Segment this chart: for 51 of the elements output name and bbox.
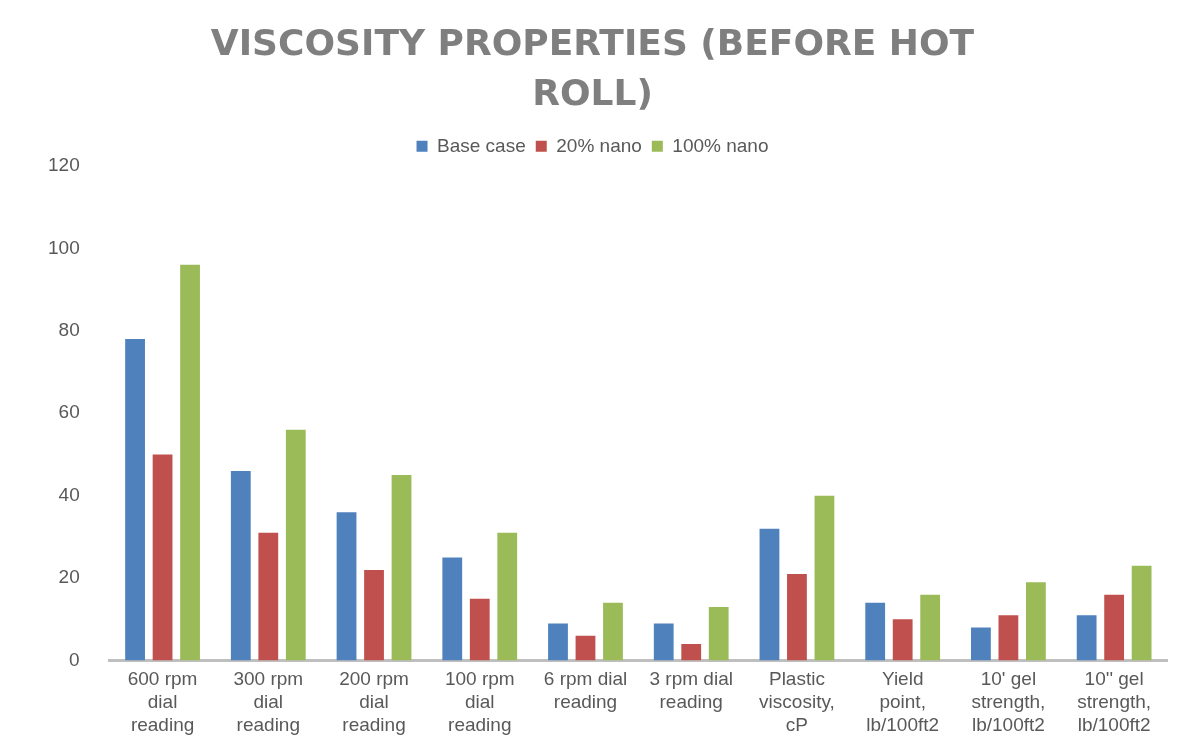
bar [920, 594, 941, 661]
x-tick-label: Plastic viscosity, cP [759, 668, 835, 735]
bar [759, 528, 780, 661]
x-tick-label: 200 rpm dial reading [339, 668, 409, 735]
legend-label: 100% nano [672, 134, 769, 156]
bar [1026, 582, 1046, 661]
bar [971, 627, 991, 661]
bar [653, 623, 674, 661]
x-tick-label: 600 rpm dial reading [127, 668, 198, 735]
bar [152, 454, 173, 661]
x-tick-label: 100 rpm dial reading [444, 668, 515, 735]
y-tick-label: 120 [48, 154, 80, 176]
bar [364, 569, 384, 661]
y-tick-label: 20 [58, 566, 80, 588]
bar [1131, 565, 1152, 661]
bar [336, 512, 357, 661]
bar [603, 602, 623, 661]
bar [1076, 615, 1097, 661]
bar [575, 635, 596, 661]
bar [708, 607, 729, 661]
bar [892, 619, 913, 661]
y-tick-label: 100 [48, 236, 80, 258]
x-tick-label: 10' gel strength, lb/100ft2 [971, 668, 1046, 735]
bar [391, 475, 412, 661]
bar [548, 623, 568, 661]
y-tick-label: 60 [58, 401, 80, 423]
x-tick-label: 6 rpm dial reading [543, 668, 628, 713]
bar [497, 532, 518, 661]
bar [998, 615, 1019, 661]
bar [230, 470, 251, 661]
x-tick-label: Yield point, lb/100ft2 [866, 668, 940, 735]
bar [814, 495, 835, 661]
bar [285, 429, 306, 661]
bar [125, 338, 145, 661]
x-tick-label: 10'' gel strength, lb/100ft2 [1077, 668, 1152, 735]
x-tick-label: 300 rpm dial reading [233, 668, 304, 735]
legend-label: 20% nano [556, 134, 642, 156]
y-tick-label: 80 [58, 318, 80, 340]
bar [180, 264, 200, 661]
bar [787, 574, 807, 661]
bar [469, 598, 490, 661]
bar [442, 557, 463, 661]
x-tick-label: 3 rpm dial reading [649, 668, 733, 713]
bar [865, 602, 886, 661]
y-tick-label: 0 [69, 648, 80, 670]
legend-label: Base case [437, 134, 526, 156]
bar [1104, 594, 1125, 661]
y-tick-label: 40 [58, 483, 80, 505]
chart-title: VISCOSITY PROPERTIES (BEFORE HOT ROLL) [210, 21, 975, 113]
bar [258, 532, 279, 661]
bar [681, 644, 702, 661]
